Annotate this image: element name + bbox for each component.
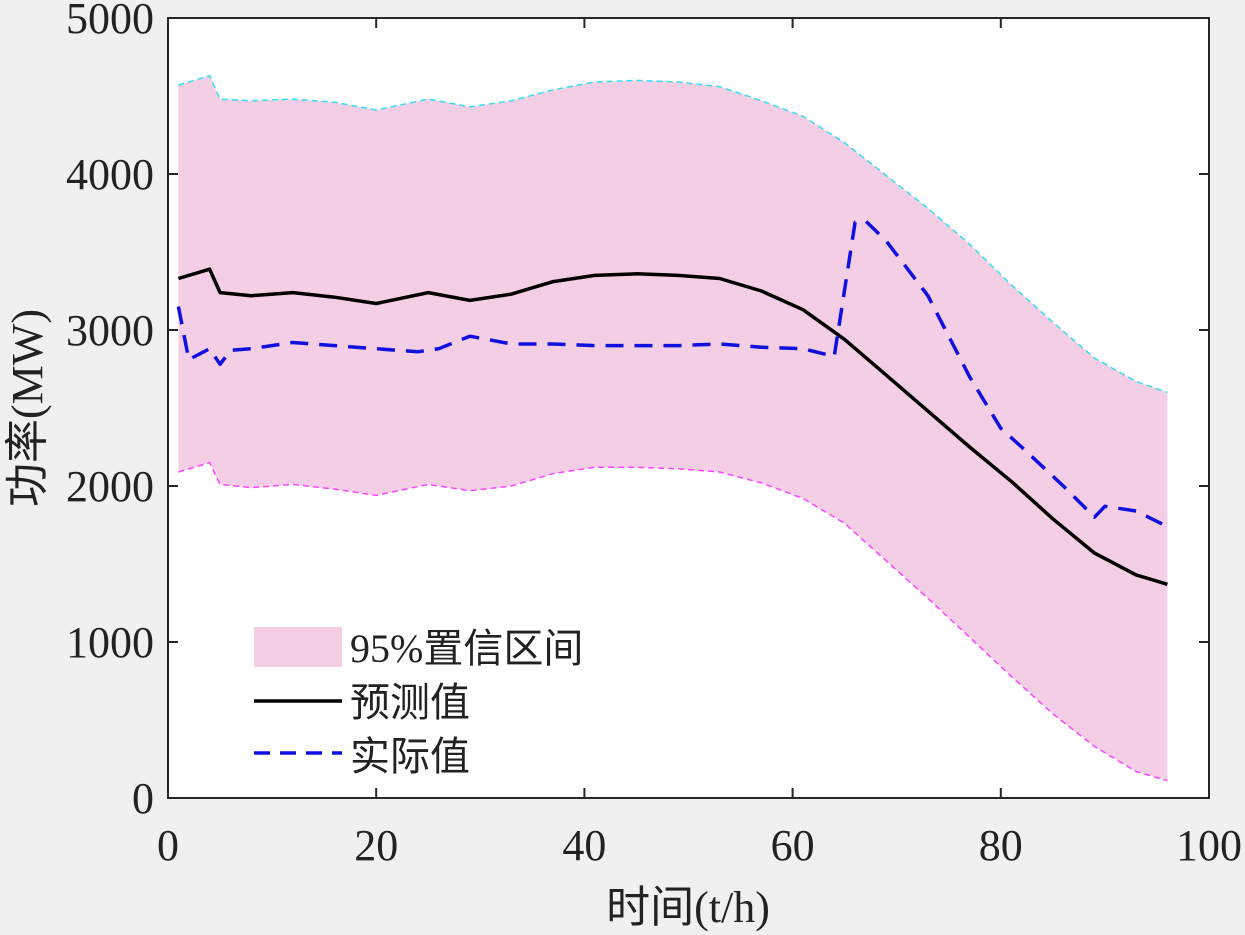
legend-label-actual: 实际值 [350, 734, 470, 779]
y-tick-label: 0 [132, 774, 154, 823]
legend-label-band: 95%置信区间 [350, 626, 583, 671]
y-axis: 0 1000 2000 3000 4000 5000 [66, 0, 1209, 823]
confidence-band-lower-bound [178, 461, 1168, 782]
y-tick-label: 5000 [66, 0, 154, 43]
y-axis-label: 功率(MW) [3, 309, 52, 507]
x-tick-label: 80 [979, 821, 1023, 870]
x-axis-label: 时间(t/h) [606, 883, 770, 932]
legend-label-predicted: 预测值 [350, 680, 470, 725]
y-tick-label: 1000 [66, 618, 154, 667]
series-layer [176, 219, 1169, 586]
y-tick-label: 3000 [66, 306, 154, 355]
x-tick-label: 60 [771, 821, 815, 870]
confidence-band-area [178, 75, 1168, 781]
x-axis: 0 20 40 60 80 100 [157, 18, 1242, 870]
y-tick-label: 4000 [66, 150, 154, 199]
x-tick-label: 0 [157, 821, 179, 870]
series-line-actual [176, 219, 1169, 529]
x-tick-label: 40 [562, 821, 606, 870]
y-tick-label: 2000 [66, 462, 154, 511]
legend-swatch-band [254, 627, 342, 667]
x-tick-label: 20 [354, 821, 398, 870]
confidence-band-upper-bound [178, 74, 1168, 394]
x-tick-label: 100 [1176, 821, 1242, 870]
confidence-band-layer [178, 74, 1168, 782]
plot-frame [167, 17, 1210, 799]
series-line-predicted [177, 267, 1168, 586]
